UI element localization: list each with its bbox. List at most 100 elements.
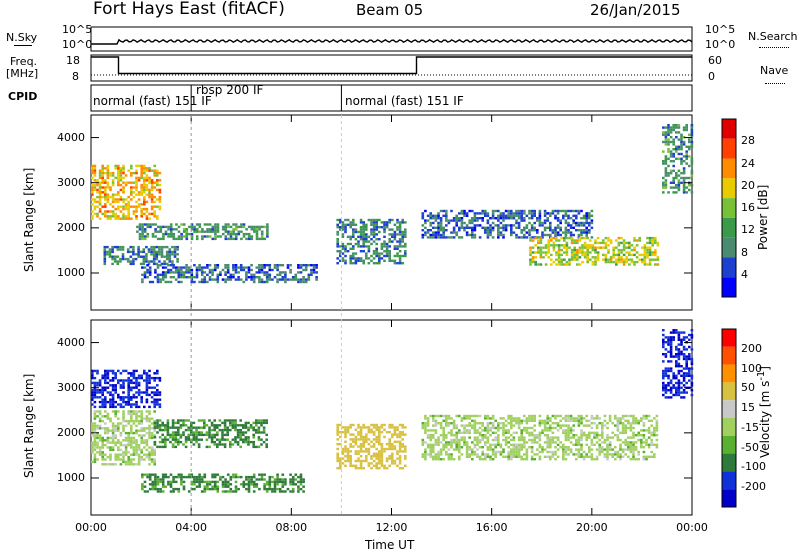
heatmap-cell <box>538 419 542 422</box>
heatmap-cell <box>622 239 626 242</box>
heatmap-cell <box>383 447 386 451</box>
heatmap-cell <box>573 258 576 261</box>
heatmap-cell <box>344 433 347 436</box>
heatmap-cell <box>247 436 250 439</box>
heatmap-cell <box>344 250 347 253</box>
heatmap-cell <box>578 246 582 249</box>
heatmap-cell <box>250 237 254 241</box>
heatmap-cell <box>349 464 352 467</box>
heatmap-cell <box>688 184 691 187</box>
heatmap-cell <box>380 459 384 463</box>
heatmap-cell <box>586 236 589 240</box>
heatmap-cell <box>669 381 673 385</box>
heatmap-cell <box>437 453 440 456</box>
heatmap-cell <box>167 232 170 236</box>
heatmap-cell <box>169 271 173 274</box>
heatmap-cell <box>362 467 365 470</box>
heatmap-cell <box>370 233 373 236</box>
heatmap-cell <box>677 384 681 387</box>
heatmap-cell <box>91 203 94 206</box>
heatmap-cell <box>208 433 211 437</box>
heatmap-cell <box>158 191 162 194</box>
heatmap-cell <box>365 438 368 441</box>
heatmap-cell <box>219 273 222 276</box>
heatmap-cell <box>528 217 531 220</box>
heatmap-cell <box>174 421 177 425</box>
heatmap-cell <box>111 427 115 430</box>
heatmap-cell <box>359 438 363 441</box>
heatmap-cell <box>450 443 453 446</box>
heatmap-cell <box>93 207 97 211</box>
heatmap-cell <box>172 475 175 479</box>
heatmap-cell <box>664 389 668 392</box>
heatmap-cell <box>122 200 125 204</box>
heatmap-cell <box>380 252 384 255</box>
heatmap-cell <box>354 443 358 446</box>
heatmap-cell <box>507 436 510 439</box>
heatmap-cell <box>109 455 112 459</box>
heatmap-cell <box>156 198 159 201</box>
heatmap-cell <box>158 207 162 211</box>
heatmap-cell <box>654 263 657 266</box>
heatmap-cell <box>111 422 115 425</box>
heatmap-cell <box>429 236 432 239</box>
heatmap-cell <box>130 188 133 192</box>
heatmap-cell <box>577 224 581 227</box>
heatmap-cell <box>200 419 203 422</box>
heatmap-cell <box>135 376 138 380</box>
heatmap-cell <box>111 436 115 440</box>
heatmap-cell <box>153 186 156 189</box>
heatmap-cell <box>129 260 133 263</box>
heatmap-cell <box>645 438 648 442</box>
heatmap-cell <box>119 171 123 175</box>
heatmap-cell <box>276 264 279 267</box>
heatmap-cell <box>255 421 258 425</box>
heatmap-cell <box>484 214 487 217</box>
heatmap-cell <box>135 171 138 175</box>
heatmap-cell <box>578 239 582 242</box>
heatmap-cell <box>520 236 523 239</box>
heatmap-cell <box>119 167 123 170</box>
heatmap-cell <box>195 436 198 439</box>
heatmap-cell <box>213 440 216 444</box>
heatmap-cell <box>458 414 461 418</box>
heatmap-cell <box>656 241 660 245</box>
heatmap-cell <box>349 455 352 458</box>
heatmap-cell <box>557 253 561 257</box>
heatmap-cell <box>151 280 155 284</box>
heatmap-cell <box>164 271 168 274</box>
heatmap-cell <box>675 329 678 332</box>
heatmap-cell <box>111 257 114 261</box>
heatmap-cell <box>484 229 487 232</box>
heatmap-cell <box>437 214 440 217</box>
heatmap-cell <box>404 233 407 236</box>
heatmap-cell <box>648 253 652 257</box>
heatmap-cell <box>391 459 394 463</box>
heatmap-cell <box>393 223 397 226</box>
heatmap-cell <box>530 438 534 442</box>
heatmap-cell <box>585 219 588 222</box>
heatmap-cell <box>127 463 130 466</box>
heatmap-cell <box>258 237 261 241</box>
heatmap-cell <box>119 169 123 172</box>
heatmap-cell <box>677 157 681 160</box>
heatmap-cell <box>224 264 227 267</box>
heatmap-cell <box>101 427 104 430</box>
heatmap-cell <box>145 453 149 456</box>
heatmap-cell <box>517 422 521 425</box>
heatmap-cell <box>242 433 245 437</box>
heatmap-cell <box>581 251 584 254</box>
heatmap-cell <box>497 217 500 220</box>
heatmap-cell <box>546 233 549 237</box>
heatmap-cell <box>375 447 378 451</box>
heatmap-cell <box>98 410 102 413</box>
heatmap-cell <box>595 448 599 451</box>
heatmap-cell <box>252 280 256 284</box>
heatmap-cell <box>529 253 532 257</box>
heatmap-cell <box>517 214 521 217</box>
heatmap-cell <box>158 428 162 432</box>
heatmap-cell <box>352 223 355 226</box>
heatmap-cell <box>218 438 222 441</box>
heatmap-cell <box>445 424 448 427</box>
heatmap-cell <box>602 239 605 242</box>
